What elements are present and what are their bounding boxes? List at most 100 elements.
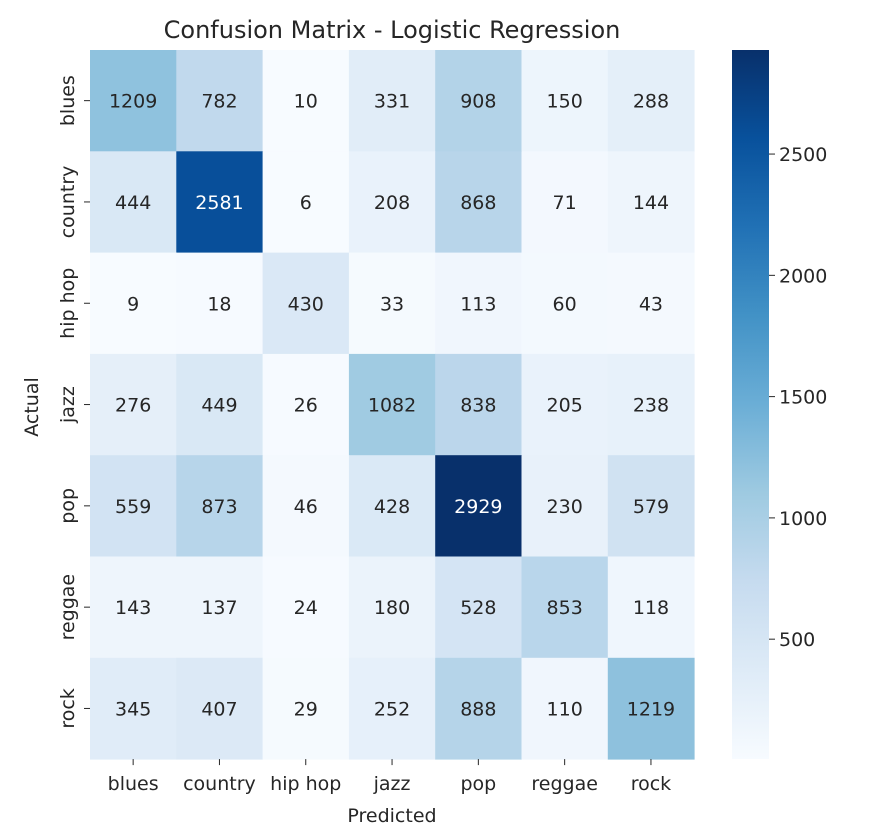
heatmap-cell [90,151,177,254]
heatmap-cell [90,657,177,760]
cell-value-label: 853 [547,597,583,619]
heatmap-cell [262,556,350,659]
cell-value-label: 208 [374,192,410,214]
heatmap-cell [176,657,264,760]
colorbar-ticks: 500 1000 1500 2000 2500 [769,144,827,651]
colorbar-tick-label: 1500 [779,387,827,409]
heatmap-cell [176,556,264,659]
heatmap-cell [348,252,436,355]
cell-value-label: 528 [460,597,496,619]
cell-value-label: 10 [294,91,318,113]
x-tick-label: pop [460,773,496,795]
cell-value-label: 150 [547,91,583,113]
cell-value-label: 6 [300,192,312,214]
y-tick-label: blues [57,75,79,126]
heatmap-cell [90,50,177,152]
y-tick-label: rock [57,688,79,728]
colorbar-tick-label: 500 [779,629,815,651]
cell-value-label: 252 [374,698,410,720]
cell-value-label: 345 [115,698,151,720]
heatmap-cell [348,455,436,557]
cell-value-label: 33 [380,293,404,315]
cell-value-label: 2581 [195,192,243,214]
cell-value-label: 205 [547,395,583,417]
y-tick-label: hip hop [57,268,79,339]
cell-value-label: 838 [460,395,496,417]
cell-value-label: 24 [294,597,318,619]
heatmap-cells [90,50,695,760]
y-axis-label: Actual [21,377,43,437]
cell-value-label: 118 [633,597,669,619]
cell-value-label: 579 [633,496,669,518]
cell-value-label: 559 [115,496,151,518]
heatmap-cell [435,50,522,152]
cell-value-label: 113 [460,293,496,315]
heatmap-cell [348,657,436,760]
heatmap-cell [90,353,177,456]
cell-value-label: 29 [294,698,318,720]
cell-value-label: 428 [374,496,410,518]
cell-value-label: 26 [294,395,318,417]
heatmap-labels: 1209 782 10 331 908 150 288 444 2581 6 208 868 71 144… [109,91,675,721]
heatmap-cell [521,657,609,760]
cell-value-label: 238 [633,395,669,417]
heatmap-cell [435,657,522,760]
heatmap-cell [607,252,695,355]
heatmap-cell [262,455,350,557]
cell-value-label: 144 [633,192,669,214]
y-tick-label: pop [57,488,79,524]
heatmap-cell [348,50,436,152]
heatmap-cell [90,252,177,355]
heatmap-cell [90,556,177,659]
heatmap-cell [521,151,609,254]
cell-value-label: 444 [115,192,151,214]
heatmap-cell [262,657,350,760]
heatmap-cell [176,455,264,557]
cell-value-label: 888 [460,698,496,720]
cell-value-label: 1219 [627,698,675,720]
x-axis-label: Predicted [347,805,436,827]
cell-value-label: 60 [553,293,577,315]
heatmap-cell [348,556,436,659]
x-axis-ticks: blues country hip hop jazz pop reggae rock [108,759,671,795]
heatmap-cell [435,353,522,456]
heatmap-cell [348,151,436,254]
cell-value-label: 143 [115,597,151,619]
heatmap-cell [521,353,609,456]
heatmap-cell [262,151,350,254]
cell-value-label: 46 [294,496,318,518]
heatmap-cell [90,455,177,557]
heatmap-cell [521,50,609,152]
heatmap-cell [262,353,350,456]
cell-value-label: 230 [547,496,583,518]
heatmap-cell [176,50,264,152]
cell-value-label: 288 [633,91,669,113]
heatmap-cell [521,556,609,659]
x-tick-label: hip hop [270,773,341,795]
x-tick-label: rock [631,773,671,795]
heatmap-cell [607,455,695,557]
heatmap-cell [435,455,522,557]
x-tick-label: country [183,773,256,795]
cell-value-label: 782 [201,91,237,113]
heatmap-cell [435,151,522,254]
y-tick-label: jazz [57,386,79,424]
heatmap-cell [607,556,695,659]
colorbar-tick-label: 2000 [779,265,827,287]
cell-value-label: 180 [374,597,410,619]
cell-value-label: 331 [374,91,410,113]
heatmap-cell [262,50,350,152]
cell-value-label: 908 [460,91,496,113]
cell-value-label: 43 [639,293,663,315]
cell-value-label: 430 [288,293,324,315]
cell-value-label: 110 [547,698,583,720]
cell-value-label: 9 [127,293,139,315]
x-tick-label: blues [108,773,159,795]
colorbar [732,50,769,759]
heatmap-cell [348,353,436,456]
x-tick-label: reggae [531,773,598,795]
cell-value-label: 18 [207,293,231,315]
cell-value-label: 71 [553,192,577,214]
heatmap-cell [176,252,264,355]
